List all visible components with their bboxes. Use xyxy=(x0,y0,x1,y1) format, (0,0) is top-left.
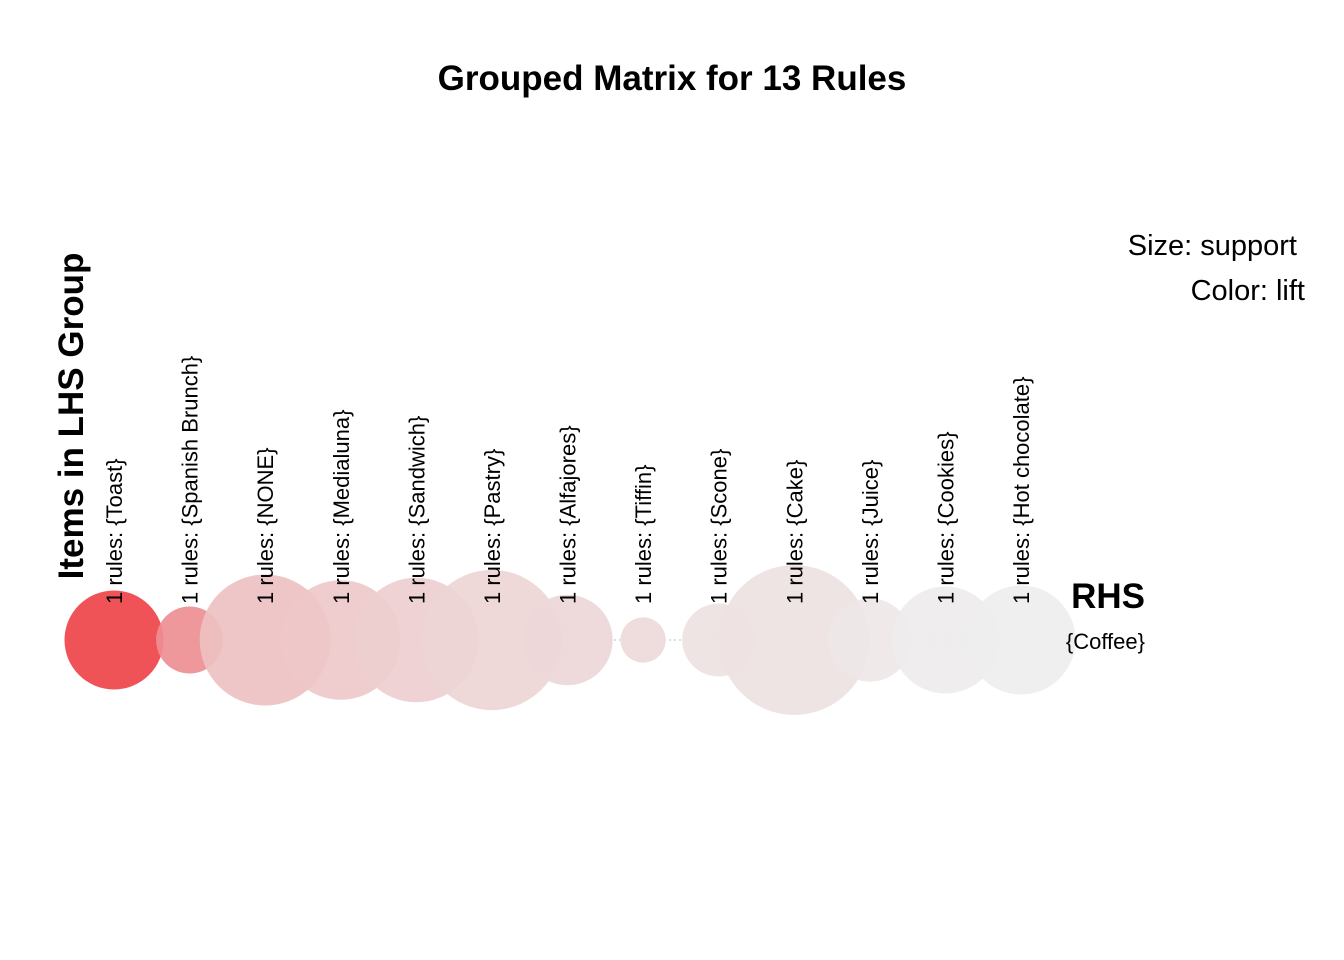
column-label: 1 rules: {NONE} xyxy=(253,447,278,604)
rhs-title: RHS xyxy=(1071,577,1145,616)
column-label: 1 rules: {Alfajores} xyxy=(556,425,581,604)
y-axis-label: Items in LHS Group xyxy=(52,253,91,580)
column-label: 1 rules: {Medialuna} xyxy=(329,410,354,604)
rhs-item-label: {Coffee} xyxy=(1066,629,1145,654)
column-label: 1 rules: {Juice} xyxy=(858,460,883,604)
column-label: 1 rules: {Scone} xyxy=(707,449,732,604)
column-label: 1 rules: {Tiffin} xyxy=(631,465,656,604)
column-label: 1 rules: {Pastry} xyxy=(480,449,505,604)
column-labels: 1 rules: {Toast} 1 rules: {Spanish Brunch… xyxy=(102,356,1034,604)
column-label: 1 rules: {Hot chocolate} xyxy=(1009,377,1034,604)
bubble xyxy=(891,586,999,694)
column-label: 1 rules: {Toast} xyxy=(102,458,127,604)
bubble xyxy=(522,594,613,686)
legend-color: Color: lift xyxy=(1191,275,1305,307)
bubble xyxy=(966,585,1076,695)
column-label: 1 rules: {Cookies} xyxy=(933,432,958,604)
chart-title: Grouped Matrix for 13 Rules xyxy=(438,59,907,98)
bubble xyxy=(719,565,870,715)
bubble xyxy=(620,617,666,663)
bubble xyxy=(828,598,912,682)
bubble xyxy=(421,569,562,711)
bubbles xyxy=(64,565,1076,715)
column-label: 1 rules: {Sandwich} xyxy=(404,416,429,604)
column-label: 1 rules: {Cake} xyxy=(782,460,807,604)
bubble xyxy=(64,590,164,690)
column-label: 1 rules: {Spanish Brunch} xyxy=(178,356,203,604)
legend-size: Size: support xyxy=(1128,230,1297,262)
